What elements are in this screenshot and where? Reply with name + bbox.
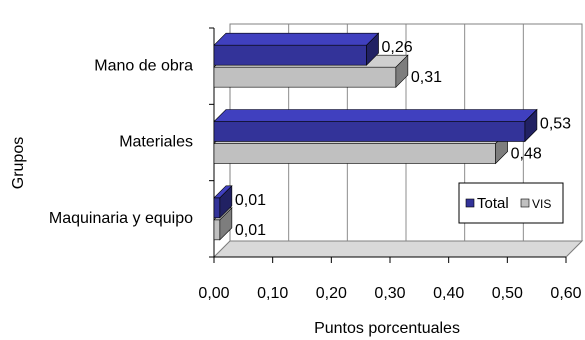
data-label: 0,48	[511, 146, 542, 163]
bar	[213, 121, 526, 142]
bar	[213, 44, 367, 66]
bar-side	[524, 108, 538, 143]
legend-swatch	[465, 198, 475, 208]
legend-label: VIS	[532, 197, 551, 211]
floor	[212, 240, 584, 258]
bar-side	[395, 54, 409, 88]
data-label: 0,01	[235, 192, 266, 209]
legend-swatch	[520, 198, 530, 208]
category-label: Maquinaria y equipo	[49, 210, 193, 227]
bar-side	[366, 32, 379, 66]
bar	[213, 219, 221, 241]
bar	[213, 143, 496, 164]
data-labels: 0,31 0,26 0,48 0,53 0,01 0,01	[235, 39, 571, 239]
x-tick-label: 0,40	[433, 285, 464, 302]
bar	[213, 66, 397, 88]
x-tick-label: 0,50	[492, 285, 523, 302]
legend-label: Total	[477, 195, 509, 212]
x-tick-label: 0,20	[316, 285, 347, 302]
x-tick-label: 0,30	[374, 285, 405, 302]
data-label: 0,26	[382, 39, 413, 56]
data-label: 0,31	[411, 69, 442, 86]
data-label: 0,01	[235, 222, 266, 239]
x-tick-label: 0,10	[257, 285, 288, 302]
x-axis-title: Puntos porcentuales	[314, 320, 460, 337]
bars	[213, 32, 538, 241]
bar-side	[219, 207, 233, 241]
bar-side	[219, 185, 233, 219]
bar-top	[213, 109, 538, 122]
data-label: 0,53	[540, 116, 571, 133]
legend: Total VIS	[458, 182, 564, 224]
bar-top	[213, 32, 380, 46]
bar	[213, 197, 221, 219]
legend-box	[458, 182, 564, 224]
category-labels: Mano de obra Materiales Maquinaria y equip…	[49, 57, 193, 227]
x-tick-label: 0,00	[198, 285, 229, 302]
y-axis-title: Grupos	[10, 137, 27, 189]
x-ticks: 0,00 0,10 0,20 0,30 0,40 0,50 0,60	[198, 257, 582, 302]
category-label: Materiales	[119, 134, 193, 151]
category-label: Mano de obra	[94, 57, 193, 74]
x-tick-label: 0,60	[550, 285, 581, 302]
